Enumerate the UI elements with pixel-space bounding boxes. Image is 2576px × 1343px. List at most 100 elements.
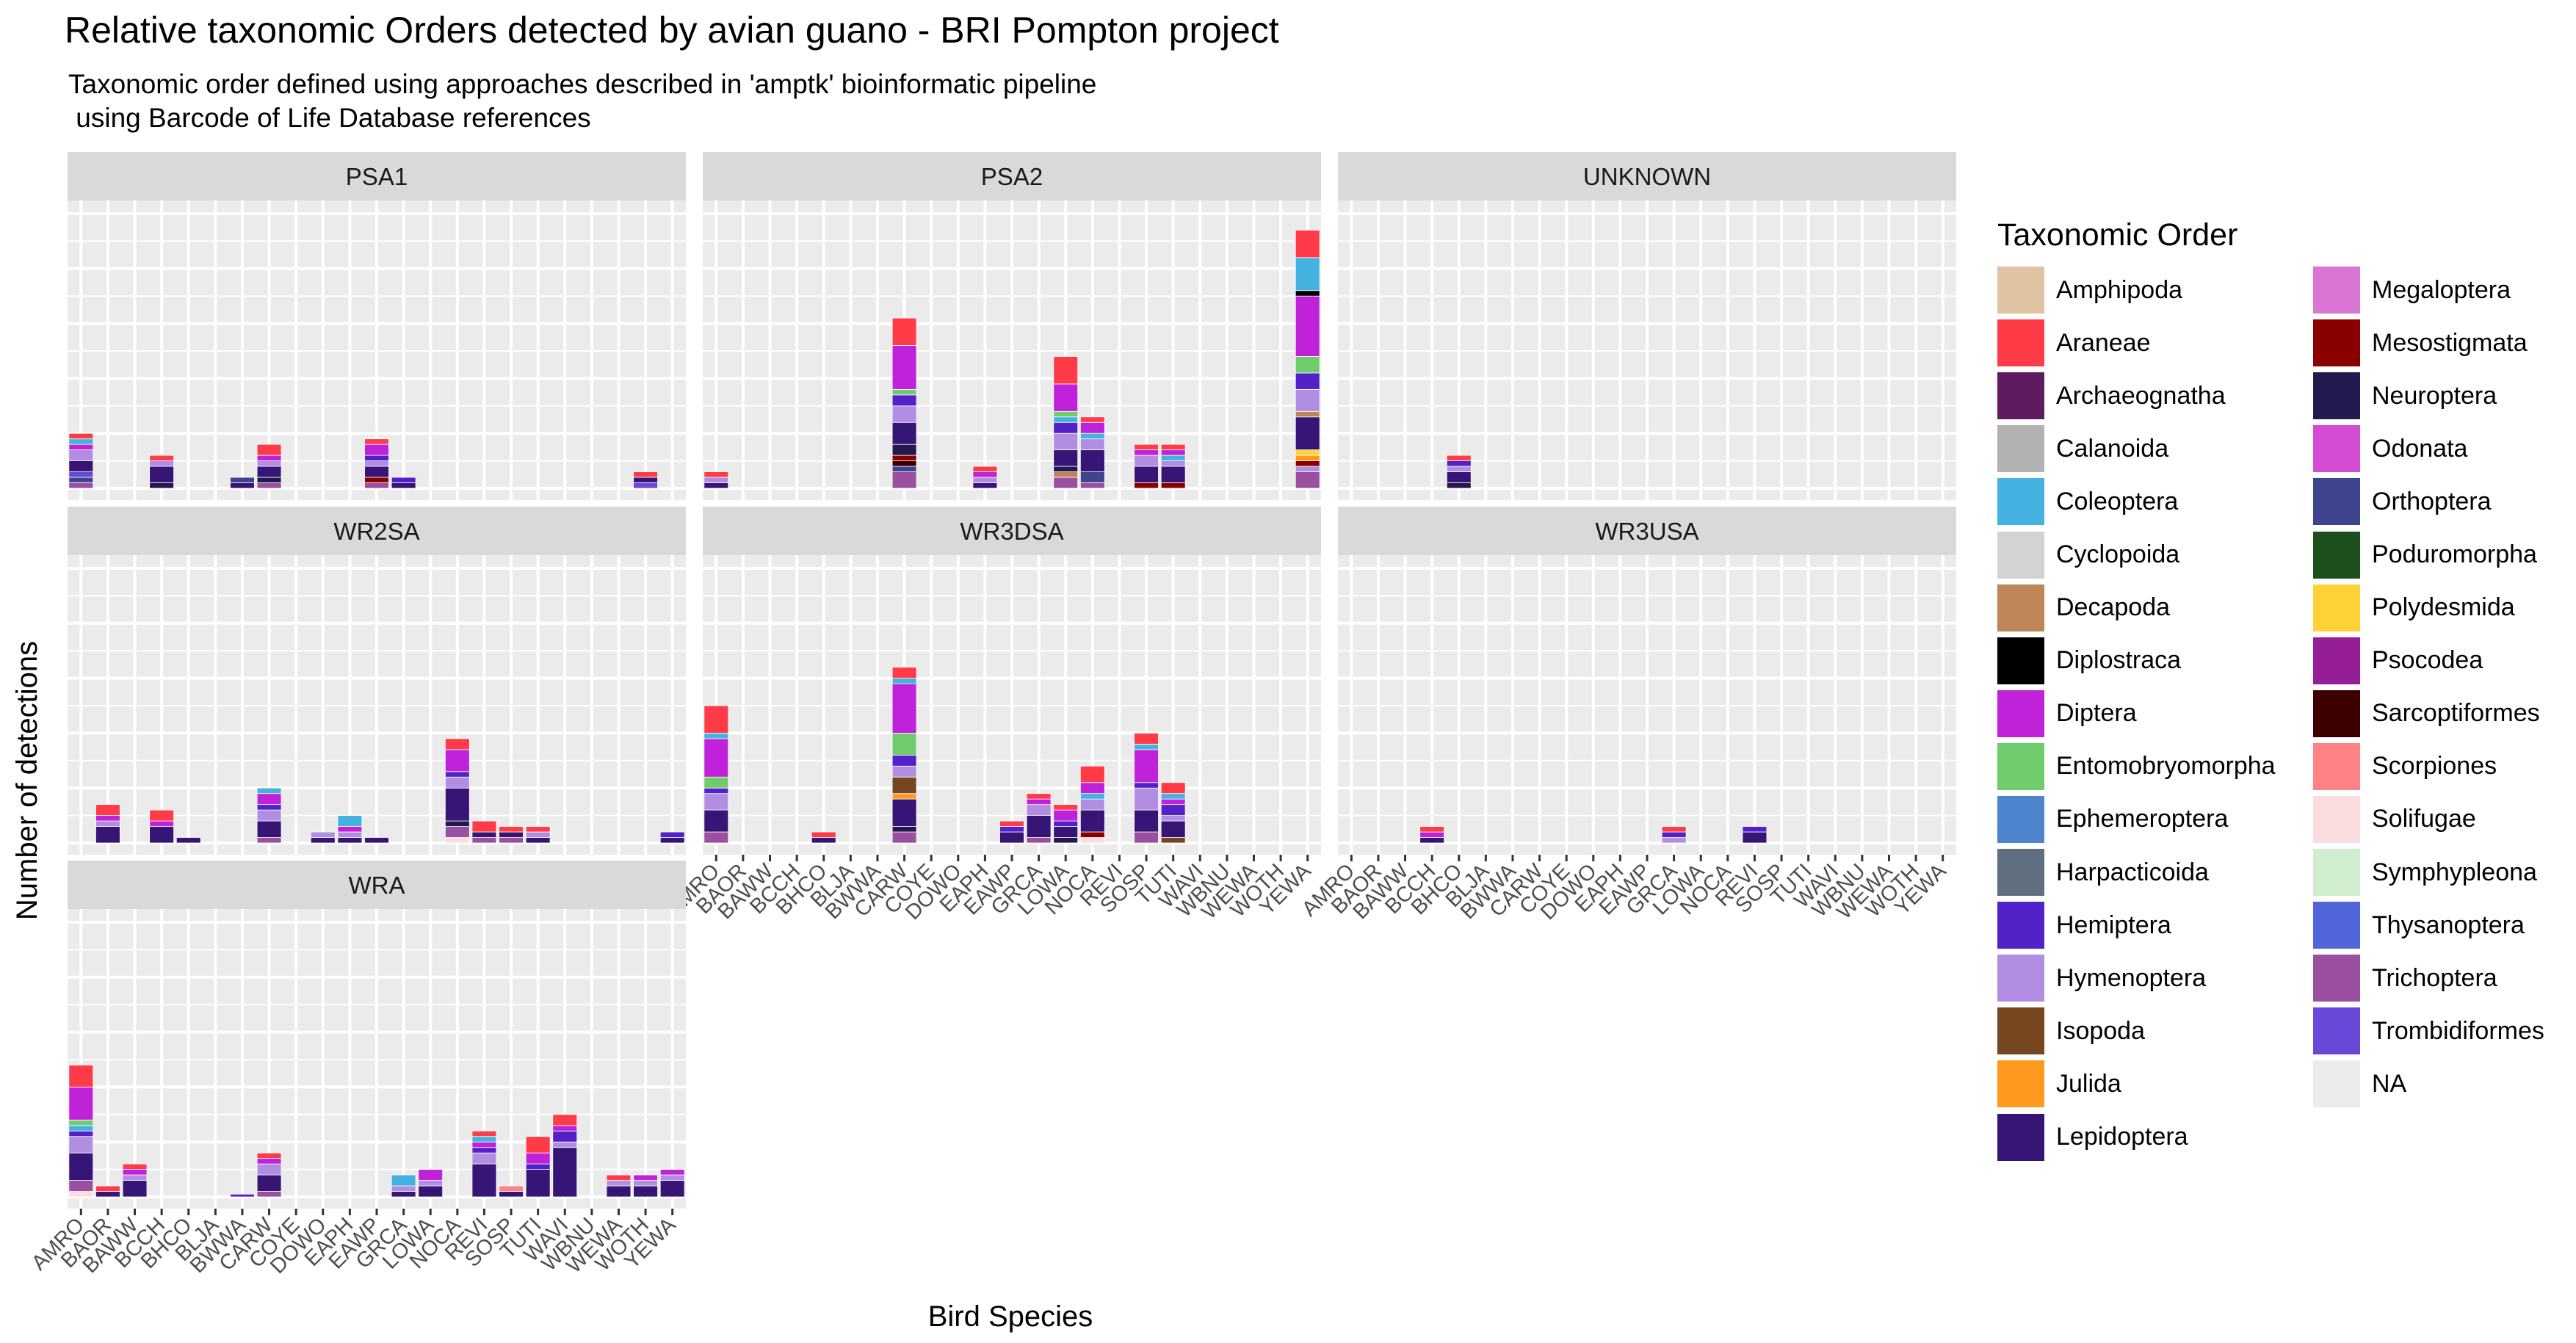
bar-segment-entomobryomorpha [891, 388, 917, 396]
legend-item-label: Archaeognatha [2056, 381, 2226, 410]
bar-segment-lepidoptera [1026, 815, 1052, 838]
bar-segment-coleoptera [1079, 793, 1105, 800]
legend-item-label: Entomobryomorpha [2056, 752, 2276, 781]
bar-segment-diptera [659, 1169, 685, 1176]
legend-item-araneae: Araneae [1997, 316, 2313, 369]
panel-wra: WRAAMROBAORBAWWBCCHBHCOBLJABWWACARWCOYED… [27, 861, 686, 1278]
bar-segment-mesostigmata [1295, 460, 1320, 467]
bar-segment-lepidoptera [310, 837, 336, 844]
bar-segment-araneae [633, 471, 658, 478]
bar-segment-araneae [1053, 356, 1079, 385]
bar-segment-hymenoptera [1079, 438, 1105, 451]
bar-segment-hymenoptera [256, 809, 282, 822]
bar-segment-diptera [337, 826, 363, 833]
bar-segment-lepidoptera [525, 1169, 551, 1198]
bar-segment-araneae [606, 1174, 632, 1181]
bar-segment-lepidoptera [471, 831, 497, 838]
bar-segment-hymenoptera [525, 831, 551, 838]
bar-wr3dsa-grca [1026, 793, 1052, 844]
legend-key-swatch [1997, 372, 2044, 420]
bar-psa2-noca [1079, 416, 1105, 489]
bar-segment-lepidoptera [95, 826, 120, 844]
legend-key-swatch [2313, 637, 2360, 684]
bar-segment-lepidoptera [68, 1152, 94, 1181]
bar-segment-neuroptera [256, 477, 282, 483]
legend-key-swatch [2313, 795, 2360, 843]
bar-wra-amro [68, 1065, 94, 1198]
bar-segment-araneae [149, 455, 175, 461]
bar-segment-hymenoptera [633, 1180, 658, 1187]
bar-wr3dsa-carw [891, 667, 917, 844]
bar-segment-diptera [552, 1125, 578, 1132]
legend-key-swatch [1997, 1007, 2044, 1055]
legend-item-label: Poduromorpha [2372, 540, 2537, 569]
bar-segment-lepidoptera [703, 809, 729, 833]
y-axis-title: Number of detections [11, 641, 43, 920]
legend-item-label: Amphipoda [2056, 275, 2183, 304]
bar-wr3dsa-sosp [1134, 733, 1159, 844]
legend-item-label: Harpacticoida [2056, 858, 2209, 886]
bar-segment-decapoda [1053, 471, 1079, 478]
strip-label-wra: WRA [349, 872, 405, 899]
legend-item-trichoptera: Trichoptera [2313, 952, 2576, 1004]
bar-wr2sa-sosp [499, 826, 524, 844]
bar-segment-diptera [256, 793, 282, 806]
legend-key-swatch [1997, 1060, 2044, 1108]
bar-segment-lepidoptera [633, 1185, 658, 1198]
legend-item-julida: Julida [1997, 1057, 2313, 1110]
bar-segment-araneae [1053, 804, 1079, 811]
bar-segment-orthoptera [1079, 471, 1105, 483]
bar-wr3usa-bcch [1419, 826, 1445, 844]
bar-segment-lepidoptera [999, 831, 1024, 844]
bar-wr3dsa-amro [703, 705, 729, 844]
legend-item-neuroptera: Neuroptera [2313, 369, 2576, 422]
bar-segment-diptera [1053, 809, 1079, 822]
legend-key-swatch [1997, 531, 2044, 579]
bar-segment-araneae [1079, 765, 1105, 783]
legend-item-label: Scorpiones [2372, 752, 2497, 781]
bar-segment-mesostigmata [1079, 831, 1105, 838]
bar-segment-araneae [1295, 230, 1320, 258]
legend-item-symphypleona: Symphypleona [2313, 846, 2576, 899]
bar-segment-trichoptera [68, 482, 94, 489]
bar-segment-hymenoptera [1134, 787, 1159, 811]
bar-segment-neuroptera [149, 482, 175, 489]
bar-segment-lepidoptera [256, 820, 282, 838]
bar-segment-lepidoptera [256, 1174, 282, 1192]
bar-segment-lepidoptera [552, 1147, 578, 1198]
bar-segment-lepidoptera [337, 837, 363, 844]
legend-item-label: Sarcoptiformes [2372, 699, 2540, 728]
bar-segment-lepidoptera [1446, 471, 1472, 483]
bar-segment-hemiptera [471, 1147, 497, 1154]
legend-key-swatch [2313, 1007, 2360, 1055]
bar-segment-sarcoptiformes [891, 460, 917, 467]
bar-segment-lepidoptera [1079, 809, 1105, 833]
bar-segment-hymenoptera [1053, 432, 1079, 451]
legend-item-archaeognatha: Archaeognatha [1997, 369, 2313, 422]
legend-item-hymenoptera: Hymenoptera [1997, 952, 2313, 1004]
legend-item-label: Araneae [2056, 328, 2151, 357]
legend-item-coleoptera: Coleoptera [1997, 475, 2313, 528]
bar-segment-lepidoptera [659, 837, 685, 844]
bar-psa2-eaph [972, 466, 998, 489]
bar-wra-wavi [552, 1114, 578, 1198]
bar-segment-hemiptera [999, 826, 1024, 833]
bar-segment-araneae [499, 826, 524, 833]
bar-psa1-woth [633, 471, 658, 489]
bar-segment-orthoptera [68, 477, 94, 483]
bar-segment-lepidoptera [149, 826, 175, 844]
legend-key-swatch [1997, 955, 2044, 1002]
bar-wra-wewa [606, 1174, 632, 1198]
bar-wr2sa-dowo [310, 831, 336, 844]
legend-item-label: NA [2372, 1069, 2407, 1098]
bar-segment-coleoptera [68, 1125, 94, 1132]
legend-columns: Amphipoda Araneae Archaeognatha Calanoida Co… [1997, 264, 2576, 1164]
strip-label-unknown: UNKNOWN [1583, 163, 1711, 190]
bar-segment-diptera [1079, 782, 1105, 794]
bar-segment-trichoptera [256, 837, 282, 844]
legend-item-thysanoptera: Thysanoptera [2313, 899, 2576, 952]
bar-segment-araneae [999, 820, 1024, 827]
bar-segment-araneae [891, 317, 917, 346]
bar-segment-lepidoptera [391, 1191, 416, 1198]
bar-segment-hemiptera [1053, 421, 1079, 434]
